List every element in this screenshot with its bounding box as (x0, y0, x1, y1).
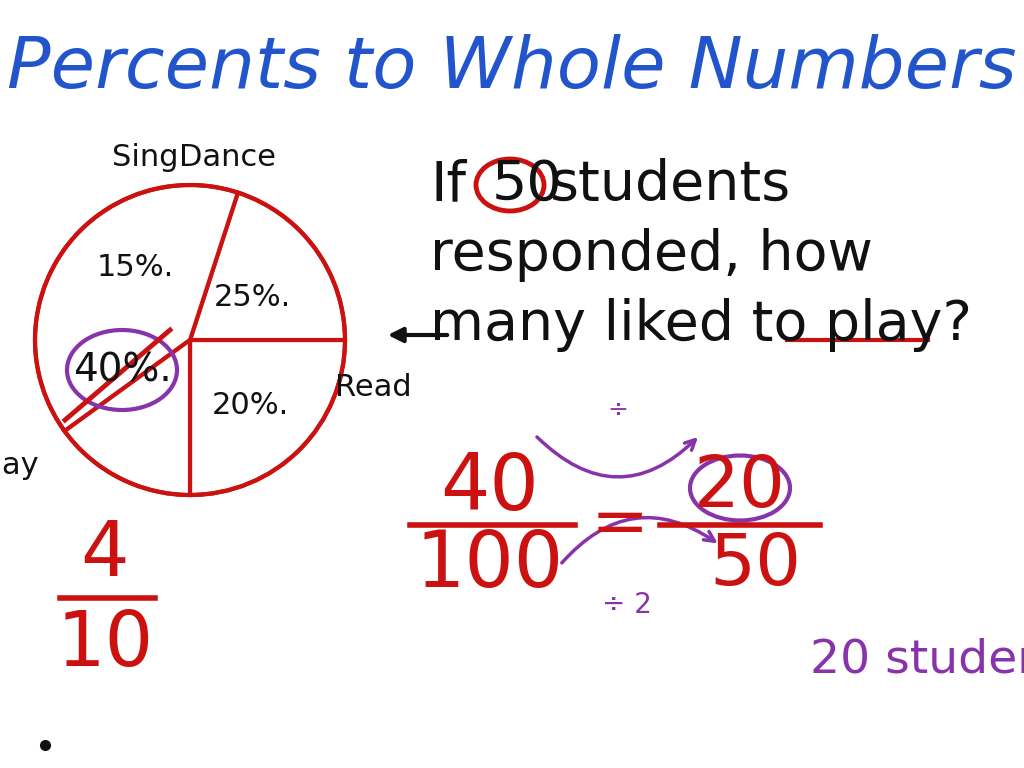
Text: 20%.: 20%. (211, 390, 289, 419)
Text: Sing: Sing (112, 143, 178, 171)
Text: 50: 50 (709, 531, 801, 600)
FancyArrowPatch shape (537, 437, 695, 477)
Wedge shape (190, 340, 345, 495)
Text: Percents to Whole Numbers: Percents to Whole Numbers (7, 34, 1017, 102)
Text: 20: 20 (694, 453, 786, 522)
Wedge shape (65, 340, 190, 495)
Text: 40: 40 (440, 450, 540, 526)
Text: If: If (430, 158, 466, 212)
Wedge shape (190, 193, 345, 340)
Text: ÷ 2: ÷ 2 (602, 591, 652, 619)
Text: ÷: ÷ (607, 398, 629, 422)
Text: students: students (550, 158, 792, 212)
Text: 10: 10 (56, 608, 154, 682)
Text: 4: 4 (81, 518, 129, 592)
Text: Play: Play (0, 451, 39, 479)
Wedge shape (35, 185, 238, 431)
Text: 40%.: 40%. (73, 351, 171, 389)
Text: =: = (591, 492, 649, 558)
Text: Dance: Dance (179, 143, 276, 171)
Text: 20 students: 20 students (810, 637, 1024, 683)
Text: responded, how: responded, how (430, 228, 872, 282)
Text: 100: 100 (416, 527, 564, 603)
Text: many liked to play?: many liked to play? (430, 298, 972, 352)
FancyArrowPatch shape (562, 518, 715, 563)
Text: 15%.: 15%. (96, 253, 174, 283)
Text: Read: Read (335, 373, 412, 402)
Text: 50: 50 (492, 158, 562, 212)
Text: 25%.: 25%. (213, 283, 291, 313)
